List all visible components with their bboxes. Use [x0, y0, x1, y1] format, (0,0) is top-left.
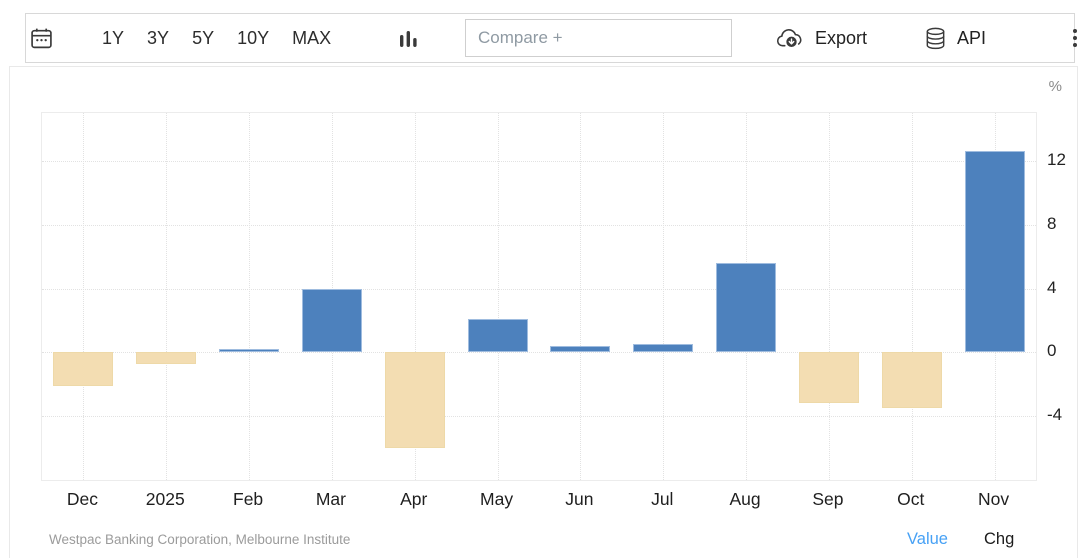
range-button-1y[interactable]: 1Y: [102, 27, 125, 48]
bar-oct: [881, 352, 942, 409]
x-tick-label: May: [480, 489, 514, 509]
y-axis-labels: 12 8 4 0 -4: [1047, 112, 1079, 481]
y-tick-label: 8: [1047, 213, 1057, 233]
vertical-gridline: [497, 113, 499, 480]
value-toggle-link[interactable]: Value: [907, 530, 948, 548]
x-axis-labels: Dec 2025 Feb Mar Apr May Jun Jul Aug Sep Oct Nov: [41, 489, 1037, 513]
horizontal-gridline: [42, 416, 1036, 418]
range-button-10y[interactable]: 10Y: [237, 27, 270, 48]
bar-nov: [964, 151, 1025, 353]
cloud-download-icon: [776, 27, 807, 50]
chart-type-button[interactable]: [398, 27, 419, 50]
bar-2025: [136, 352, 197, 364]
x-tick-label: Sep: [812, 489, 844, 509]
chart-panel: % 12 8 4 0 -4 Dec 2025 Feb Mar Apr May Jun Jul Aug Se…: [9, 66, 1078, 558]
calendar-icon: [30, 27, 53, 50]
bar-jul: [633, 344, 694, 353]
more-options-button[interactable]: [1073, 29, 1077, 47]
x-tick-label: Nov: [978, 489, 1010, 509]
vertical-gridline: [580, 113, 582, 480]
range-button-max[interactable]: MAX: [292, 27, 332, 48]
x-tick-label: Dec: [66, 489, 98, 509]
y-tick-label: 12: [1047, 149, 1066, 169]
y-axis-unit-label: %: [1048, 78, 1062, 95]
bar-jun: [550, 345, 611, 353]
horizontal-gridline: [42, 224, 1036, 226]
vertical-gridline: [414, 113, 416, 480]
vertical-gridline: [828, 113, 830, 480]
vertical-gridline: [83, 113, 85, 480]
database-icon: [923, 26, 948, 51]
bar-dec: [53, 352, 114, 386]
bar-mar: [301, 288, 362, 353]
calendar-button[interactable]: [30, 27, 53, 50]
export-button[interactable]: Export: [776, 27, 867, 50]
kebab-menu-icon: [1073, 29, 1077, 47]
bar-apr: [384, 352, 445, 449]
range-button-5y[interactable]: 5Y: [192, 27, 215, 48]
horizontal-gridline: [42, 352, 1036, 354]
x-tick-label: Jul: [651, 489, 674, 509]
vertical-gridline: [911, 113, 913, 480]
x-tick-label: Aug: [729, 489, 761, 509]
x-tick-label: Apr: [400, 489, 428, 509]
range-buttons: 1Y 3Y 5Y 10Y MAX: [100, 14, 333, 62]
vertical-gridline: [663, 113, 665, 480]
bar-may: [467, 318, 528, 353]
compare-input[interactable]: [465, 19, 732, 57]
y-tick-label: 0: [1047, 341, 1057, 361]
range-button-3y[interactable]: 3Y: [147, 27, 170, 48]
y-tick-label: -4: [1047, 405, 1063, 425]
x-tick-label: Mar: [315, 489, 346, 509]
horizontal-gridline: [42, 160, 1036, 162]
api-button[interactable]: API: [923, 26, 986, 51]
bar-sep: [798, 352, 859, 404]
horizontal-gridline: [42, 288, 1036, 290]
x-tick-label: Oct: [897, 489, 925, 509]
bar-aug: [716, 262, 777, 353]
source-attribution: Westpac Banking Corporation, Melbourne I…: [49, 532, 351, 547]
x-tick-label: Feb: [233, 489, 264, 509]
plot-area: [41, 112, 1037, 481]
chg-toggle-link[interactable]: Chg: [984, 530, 1015, 548]
x-tick-label: 2025: [145, 489, 185, 509]
api-label: API: [957, 27, 987, 48]
x-tick-label: Jun: [565, 489, 594, 509]
bar-chart-icon: [398, 27, 419, 50]
export-label: Export: [815, 27, 868, 48]
y-tick-label: 4: [1047, 277, 1057, 297]
chart-toolbar: 1Y 3Y 5Y 10Y MAX Export: [25, 13, 1077, 63]
vertical-gridline: [249, 113, 251, 480]
vertical-gridline: [166, 113, 168, 480]
bar-feb: [219, 349, 280, 353]
